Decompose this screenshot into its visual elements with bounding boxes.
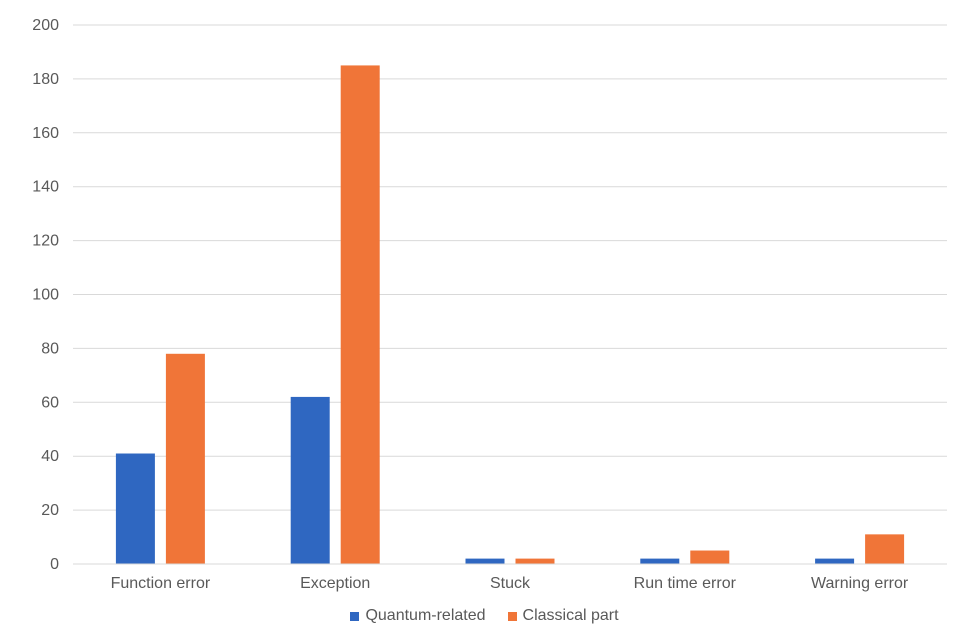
bar-chart-plot: 0 20 40 60 80 100 120 140 160 180 200 Function erro… — [32, 17, 947, 592]
x-tick-label: Exception — [300, 575, 370, 592]
y-tick-label: 120 — [32, 233, 59, 250]
bar-quantum-related-exception — [290, 396, 330, 564]
bar-classical-part-warning-error — [865, 534, 905, 564]
bar-quantum-related-function-error — [115, 453, 155, 564]
legend-label-quantum-related: Quantum-related — [365, 607, 486, 624]
bar-classical-part-function-error — [165, 353, 205, 564]
bar-classical-part-run-time-error — [690, 550, 730, 564]
legend-label-classical-part: Classical part — [522, 607, 619, 624]
x-tick-label: Function error — [111, 575, 211, 592]
y-tick-label: 0 — [50, 556, 59, 573]
y-tick-label: 40 — [41, 448, 59, 465]
y-tick-label: 20 — [41, 502, 59, 519]
x-tick-label: Warning error — [811, 575, 909, 592]
legend-swatch-classical-part — [507, 611, 517, 621]
y-tick-label: 160 — [32, 125, 59, 142]
bar-quantum-related-stuck — [465, 558, 505, 564]
x-tick-label: Stuck — [490, 575, 531, 592]
bar-quantum-related-run-time-error — [640, 558, 680, 564]
bar-classical-part-exception — [340, 65, 380, 565]
y-tick-label: 200 — [32, 17, 59, 34]
y-tick-label: 140 — [32, 179, 59, 196]
y-tick-label: 100 — [32, 287, 59, 304]
legend-item-classical-part: Classical part — [507, 607, 619, 625]
legend-swatch-quantum-related — [350, 611, 360, 621]
y-tick-label: 80 — [41, 340, 59, 357]
y-tick-label: 180 — [32, 71, 59, 88]
legend-item-quantum-related: Quantum-related — [350, 607, 486, 625]
legend: Quantum-related Classical part — [0, 604, 969, 628]
bar-quantum-related-warning-error — [815, 558, 855, 564]
y-tick-label: 60 — [41, 394, 59, 411]
bar-classical-part-stuck — [515, 558, 555, 564]
x-tick-label: Run time error — [634, 575, 737, 592]
